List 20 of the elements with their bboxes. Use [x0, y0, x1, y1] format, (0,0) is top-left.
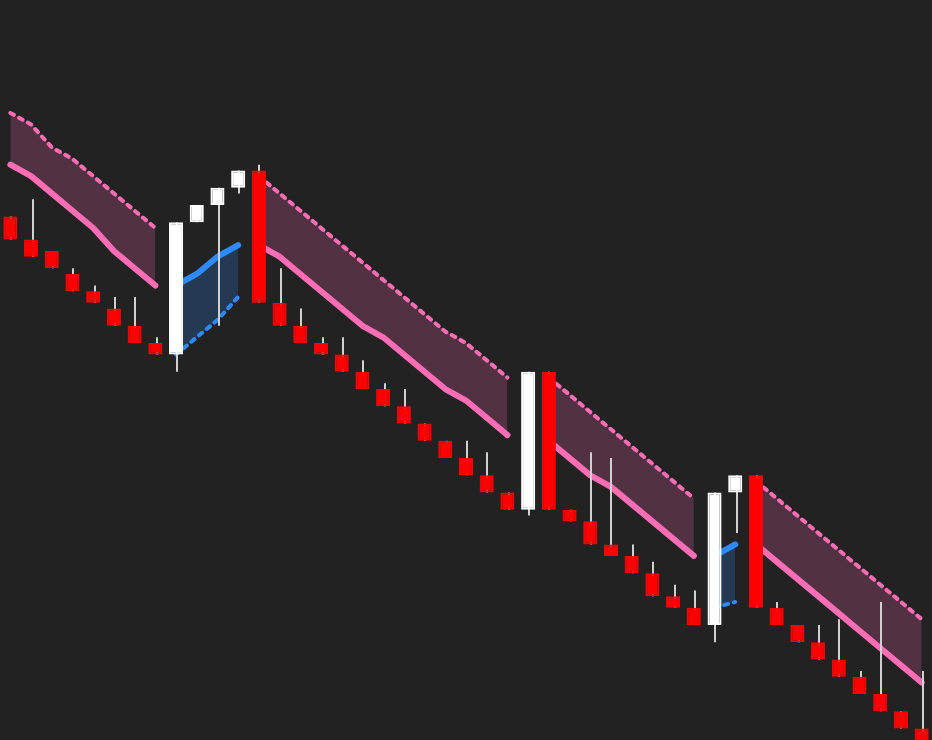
candlestick [583, 451, 598, 546]
candlestick [686, 589, 701, 626]
candlestick [624, 543, 639, 575]
candlestick [355, 359, 370, 391]
candlestick [831, 618, 846, 678]
candlestick [645, 560, 660, 598]
candlestick [603, 457, 619, 557]
candlestick [914, 669, 929, 740]
candlestick [210, 186, 225, 327]
candlestick [728, 474, 743, 534]
candlestick [873, 600, 888, 713]
candlestick [24, 198, 39, 258]
candlestick [479, 451, 494, 494]
candlestick [852, 669, 867, 695]
candlestick [127, 295, 142, 345]
candlestick [396, 388, 411, 425]
candlestick [293, 307, 308, 345]
candlestick [272, 267, 287, 327]
candlestick [769, 600, 784, 626]
candlestick [334, 336, 349, 373]
